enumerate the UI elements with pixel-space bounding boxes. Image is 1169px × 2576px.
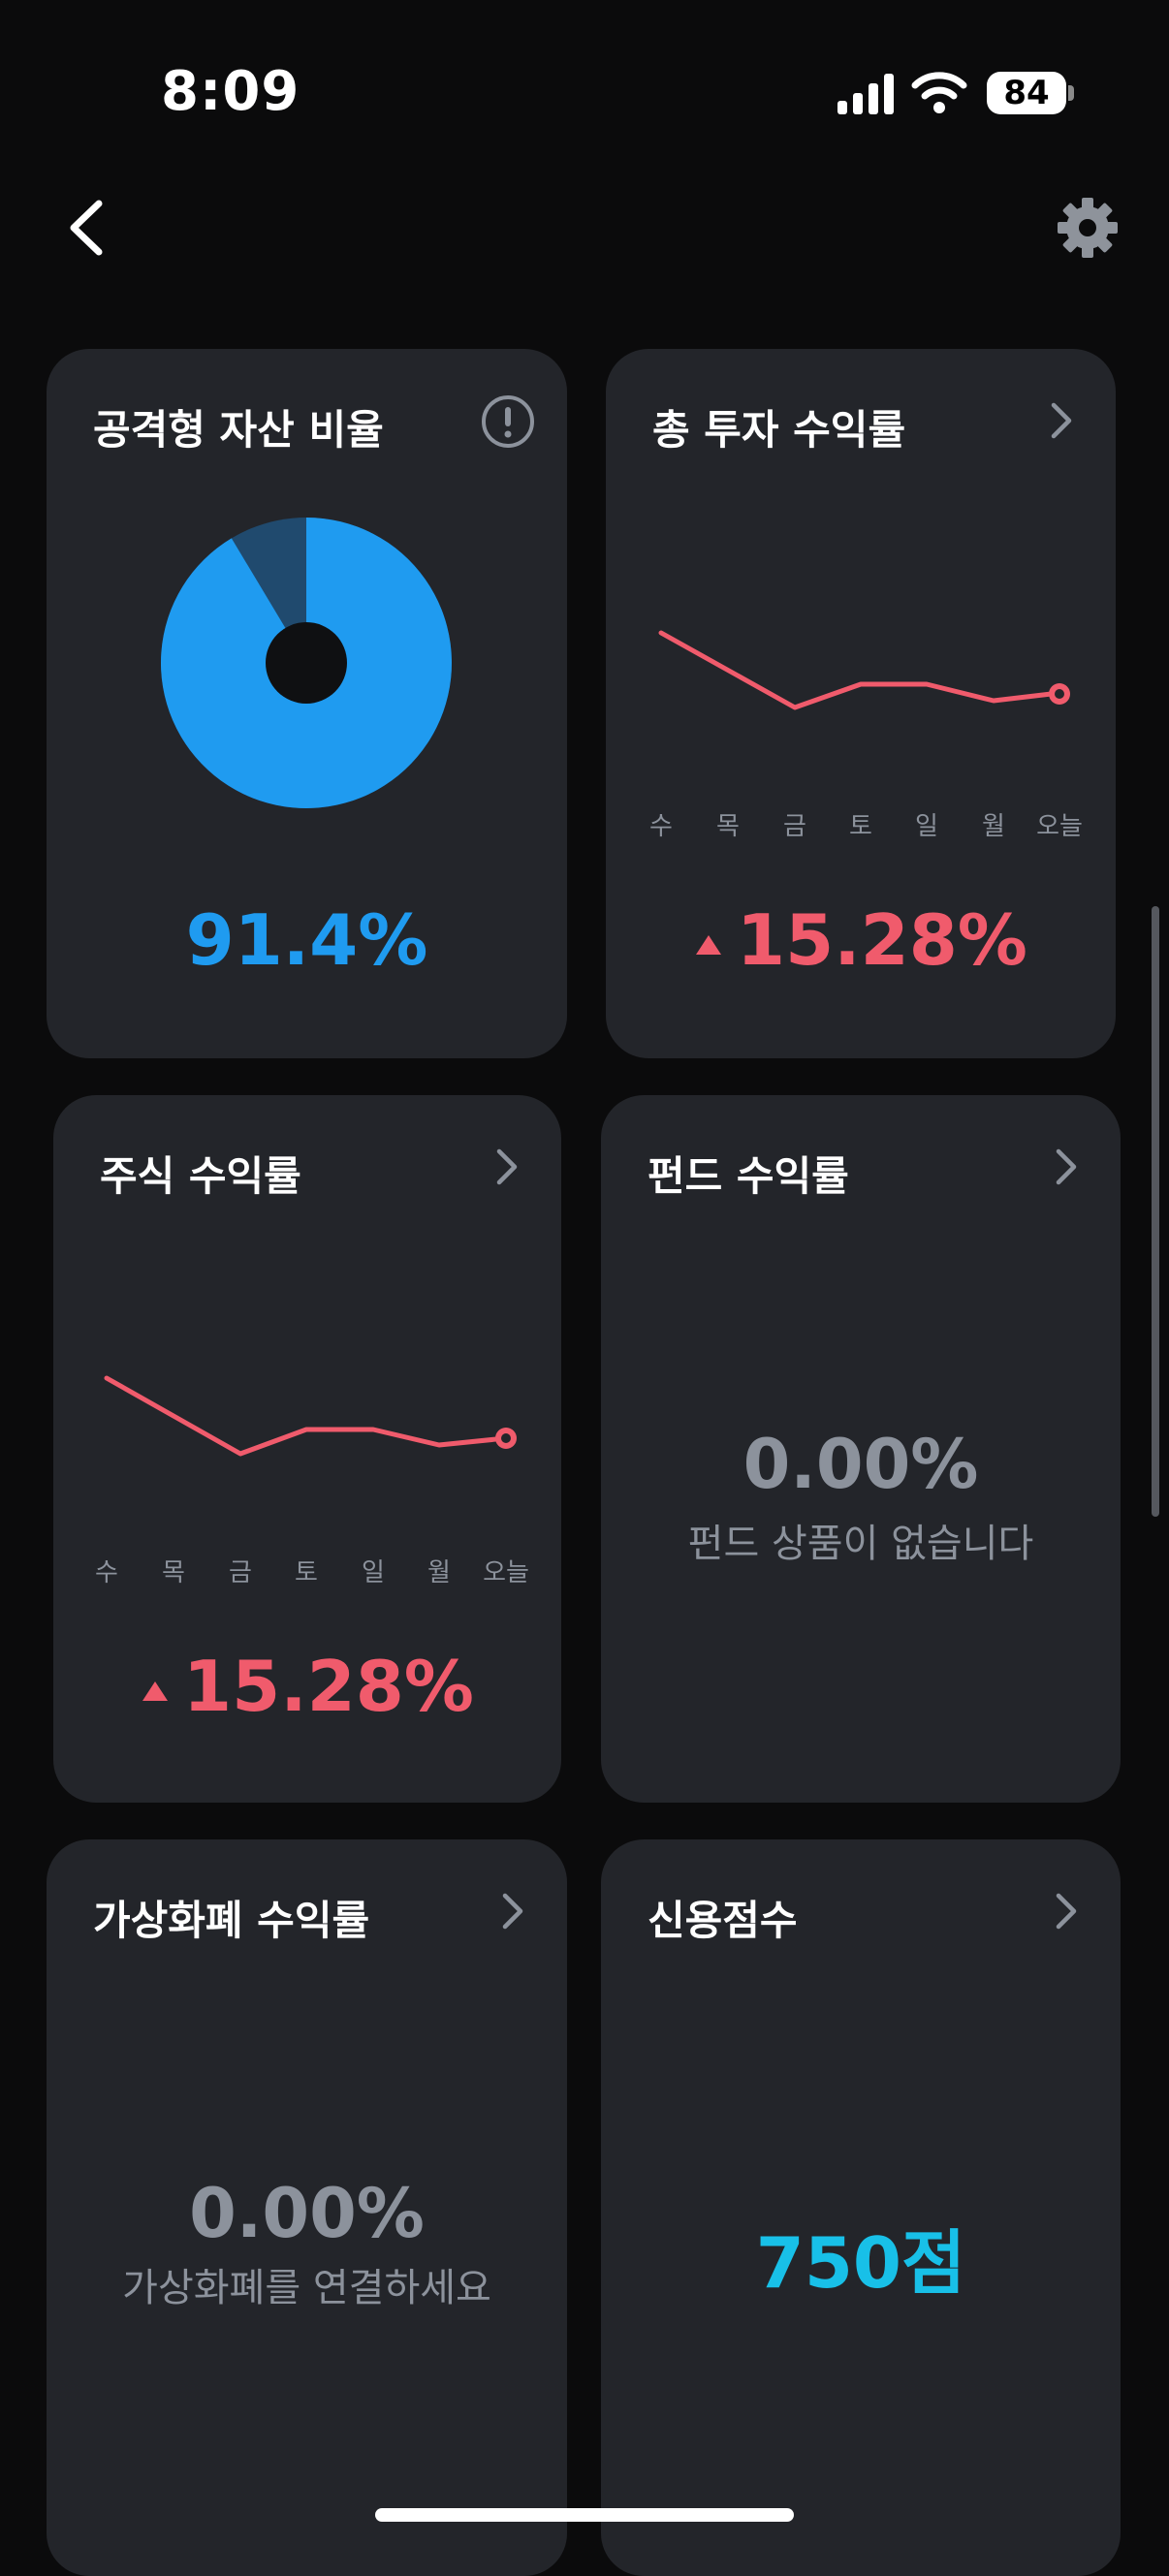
stock-return-value: 15.28% — [53, 1646, 561, 1727]
day-label: 월 — [982, 812, 1005, 841]
crypto-return-value: 0.00% — [189, 2174, 425, 2253]
card-title: 펀드 수익률 — [648, 1152, 849, 1200]
status-time: 8:09 — [161, 60, 300, 123]
up-triangle-icon — [696, 935, 722, 956]
info-icon[interactable] — [480, 393, 536, 450]
day-label: 금 — [783, 812, 806, 841]
scroll-indicator[interactable] — [1152, 906, 1159, 1517]
total-return-text: 15.28% — [737, 899, 1027, 981]
signal-icon — [837, 74, 894, 114]
day-label: 토 — [295, 1558, 318, 1587]
chevron-right-icon — [1056, 1893, 1077, 1930]
total-return-value: 15.28% — [606, 899, 1116, 981]
day-label: 월 — [427, 1558, 451, 1587]
donut-hole — [266, 622, 347, 704]
aggressive-asset-card[interactable]: 공격형 자산 비율 91.4% — [47, 349, 567, 1058]
day-label: 금 — [229, 1558, 252, 1587]
battery-indicator: 84 — [987, 72, 1066, 114]
crypto-return-card[interactable]: 가상화폐 수익률 0.00% 가상화폐를 연결하세요 — [47, 1839, 567, 2576]
stock-return-text: 15.28% — [183, 1646, 474, 1727]
back-button[interactable] — [58, 194, 116, 262]
card-title: 신용점수 — [648, 1897, 798, 1944]
chevron-right-icon — [1051, 402, 1072, 439]
total-return-card[interactable]: 총 투자 수익률 수 목 금 토 일 월 오늘 15.28% — [606, 349, 1116, 1058]
day-label: 일 — [362, 1558, 385, 1587]
home-indicator[interactable] — [375, 2508, 794, 2522]
card-title: 총 투자 수익률 — [652, 406, 906, 454]
day-label: 일 — [915, 812, 938, 841]
back-icon — [70, 200, 103, 256]
battery-tip — [1068, 85, 1074, 101]
card-title: 주식 수익률 — [100, 1152, 301, 1200]
donut-chart — [160, 518, 452, 808]
fund-return-value: 0.00% — [742, 1425, 979, 1504]
crypto-connect-message: 가상화폐를 연결하세요 — [122, 2266, 491, 2310]
day-label: 오늘 — [1036, 812, 1083, 841]
total-return-sparkline — [658, 630, 1070, 710]
card-title: 공격형 자산 비율 — [93, 406, 384, 454]
chevron-right-icon — [1056, 1148, 1077, 1185]
gear-icon — [1058, 198, 1118, 258]
fund-empty-message: 펀드 상품이 없습니다 — [687, 1522, 1034, 1566]
day-label: 토 — [849, 812, 872, 841]
card-title: 가상화폐 수익률 — [93, 1897, 370, 1944]
chevron-right-icon — [496, 1148, 518, 1185]
fund-return-card[interactable]: 펀드 수익률 0.00% 펀드 상품이 없습니다 — [601, 1095, 1121, 1803]
wifi-icon — [911, 72, 967, 113]
credit-score-value: 750점 — [755, 2222, 966, 2304]
stock-return-card[interactable]: 주식 수익률 수 목 금 토 일 월 오늘 15.28% — [53, 1095, 561, 1803]
credit-score-card[interactable]: 신용점수 750점 — [601, 1839, 1121, 2576]
aggressive-ratio-value: 91.4% — [185, 899, 428, 981]
day-label: 수 — [95, 1558, 118, 1587]
settings-button[interactable] — [1057, 194, 1119, 262]
chevron-right-icon — [502, 1893, 523, 1930]
day-label: 수 — [649, 812, 673, 841]
up-triangle-icon — [142, 1681, 169, 1702]
day-label: 오늘 — [483, 1558, 529, 1587]
stock-return-sparkline — [104, 1375, 517, 1457]
day-label: 목 — [716, 812, 740, 841]
status-bar: 8:09 84 — [0, 0, 1169, 184]
day-label: 목 — [162, 1558, 185, 1587]
